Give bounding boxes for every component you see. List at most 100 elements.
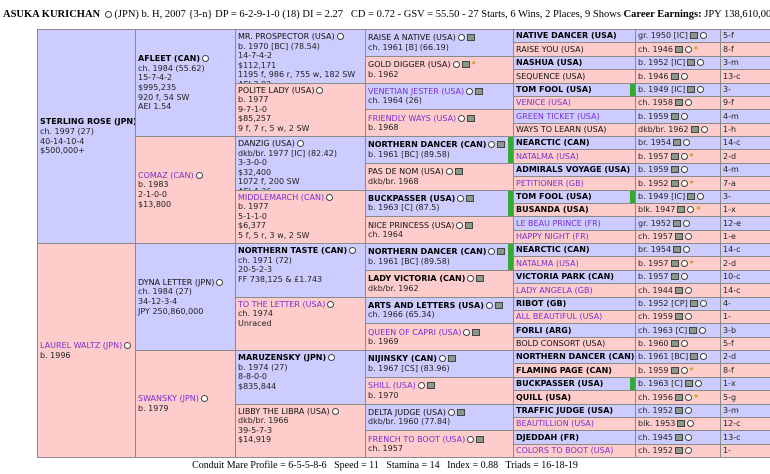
horse-name[interactable]: FRIENDLY WAYS (USA) (368, 113, 457, 123)
flag-icon[interactable] (673, 246, 682, 254)
flag-icon[interactable] (689, 299, 698, 307)
info-icon[interactable] (680, 366, 688, 374)
horse-name[interactable]: SWANSKY (JPN) (138, 394, 199, 404)
horse-name[interactable]: NATALMA (USA) (516, 258, 579, 268)
horse-name[interactable]: BEAUTILLION (USA) (516, 419, 595, 429)
flag-icon[interactable] (677, 420, 686, 428)
horse-name[interactable]: PETITIONER (GB) (516, 178, 584, 188)
info-icon[interactable] (457, 34, 465, 42)
flag-icon[interactable] (670, 112, 679, 120)
flag-icon[interactable] (690, 353, 699, 361)
info-icon[interactable] (488, 248, 496, 256)
flag-icon[interactable] (674, 286, 683, 294)
flag-icon[interactable] (476, 435, 485, 443)
info-icon[interactable] (684, 406, 692, 414)
flag-icon[interactable] (677, 206, 686, 214)
flag-icon[interactable] (689, 326, 698, 334)
flag-icon[interactable] (674, 447, 683, 455)
info-icon[interactable] (684, 313, 692, 321)
info-icon[interactable] (327, 300, 335, 308)
info-icon[interactable] (457, 194, 465, 202)
flag-icon[interactable] (466, 34, 475, 42)
info-icon[interactable] (485, 301, 493, 309)
flag-icon[interactable] (687, 192, 696, 200)
flag-icon[interactable] (472, 328, 481, 336)
info-icon[interactable] (684, 433, 692, 441)
horse-name[interactable]: VENETIAN JESTER (USA) (368, 86, 465, 96)
flag-icon[interactable] (670, 179, 679, 187)
flag-icon[interactable] (467, 114, 476, 122)
flag-icon[interactable] (670, 152, 679, 160)
horse-name[interactable]: TO THE LETTER (USA) (238, 299, 326, 309)
flag-icon[interactable] (426, 382, 435, 390)
info-icon[interactable] (687, 206, 695, 214)
info-icon[interactable] (438, 355, 446, 363)
info-icon[interactable] (680, 273, 688, 281)
info-icon[interactable] (697, 59, 705, 67)
flag-icon[interactable] (466, 194, 475, 202)
info-icon[interactable] (684, 45, 692, 53)
horse-name[interactable]: COMAZ (CAN) (138, 170, 194, 180)
horse-name[interactable]: HAPPY NIGHT (FR) (516, 232, 589, 242)
info-icon[interactable] (680, 166, 688, 174)
flag-icon[interactable] (461, 61, 470, 69)
flag-icon[interactable] (497, 248, 506, 256)
horse-name[interactable]: ALL BEAUTIFUL (USA) (516, 312, 603, 322)
info-icon[interactable] (680, 179, 688, 187)
info-icon[interactable] (697, 192, 705, 200)
flag-icon[interactable] (674, 45, 683, 53)
info-icon[interactable] (447, 408, 455, 416)
flag-icon[interactable] (494, 301, 503, 309)
info-icon[interactable] (463, 328, 471, 336)
info-icon[interactable] (684, 447, 692, 455)
flag-icon[interactable] (670, 366, 679, 374)
info-icon[interactable] (195, 171, 203, 179)
horse-name[interactable]: LE BEAU PRINCE (FR) (516, 218, 601, 228)
flag-icon[interactable] (673, 219, 682, 227)
info-icon[interactable] (700, 353, 708, 361)
info-icon[interactable] (680, 259, 688, 267)
info-icon[interactable] (200, 395, 208, 403)
info-icon[interactable] (700, 126, 708, 134)
info-icon[interactable] (445, 168, 453, 176)
flag-icon[interactable] (674, 313, 683, 321)
flag-icon[interactable] (684, 380, 693, 388)
flag-icon[interactable] (465, 221, 474, 229)
flag-icon[interactable] (670, 72, 679, 80)
info-icon[interactable] (417, 382, 425, 390)
horse-name[interactable]: LAUREL WALTZ (JPN) (40, 340, 123, 350)
flag-icon[interactable] (475, 87, 484, 95)
flag-icon[interactable] (454, 168, 463, 176)
info-icon[interactable] (124, 341, 132, 349)
info-icon[interactable] (488, 141, 496, 149)
flag-icon[interactable] (674, 406, 683, 414)
horse-name[interactable]: VENICE (USA) (516, 98, 571, 108)
flag-icon[interactable] (447, 355, 456, 363)
info-icon[interactable] (687, 420, 695, 428)
info-icon[interactable] (699, 32, 707, 40)
flag-icon[interactable] (690, 126, 699, 134)
info-icon[interactable] (684, 286, 692, 294)
info-icon[interactable] (699, 299, 707, 307)
flag-icon[interactable] (670, 340, 679, 348)
info-icon[interactable] (349, 247, 357, 254)
info-icon[interactable] (683, 219, 691, 227)
info-icon[interactable] (104, 11, 112, 18)
info-icon[interactable] (458, 114, 466, 122)
flag-icon[interactable] (687, 85, 696, 93)
horse-name[interactable]: QUEEN OF CAPRI (USA) (368, 327, 462, 337)
flag-icon[interactable] (497, 141, 506, 149)
info-icon[interactable] (680, 340, 688, 348)
flag-icon[interactable] (674, 393, 683, 401)
horse-name[interactable]: COLORS TO BOOT (USA) (516, 446, 614, 456)
info-icon[interactable] (683, 246, 691, 254)
flag-icon[interactable] (476, 275, 485, 283)
horse-name[interactable]: MIDDLEMARCH (CAN) (238, 192, 325, 202)
horse-name[interactable]: FRENCH TO BOOT (USA) (368, 434, 466, 444)
horse-name[interactable]: NATALMA (USA) (516, 151, 579, 161)
flag-icon[interactable] (687, 59, 696, 67)
info-icon[interactable] (316, 86, 324, 94)
horse-name[interactable]: SHILL (USA) (368, 381, 416, 391)
info-icon[interactable] (684, 99, 692, 107)
info-icon[interactable] (680, 72, 688, 80)
